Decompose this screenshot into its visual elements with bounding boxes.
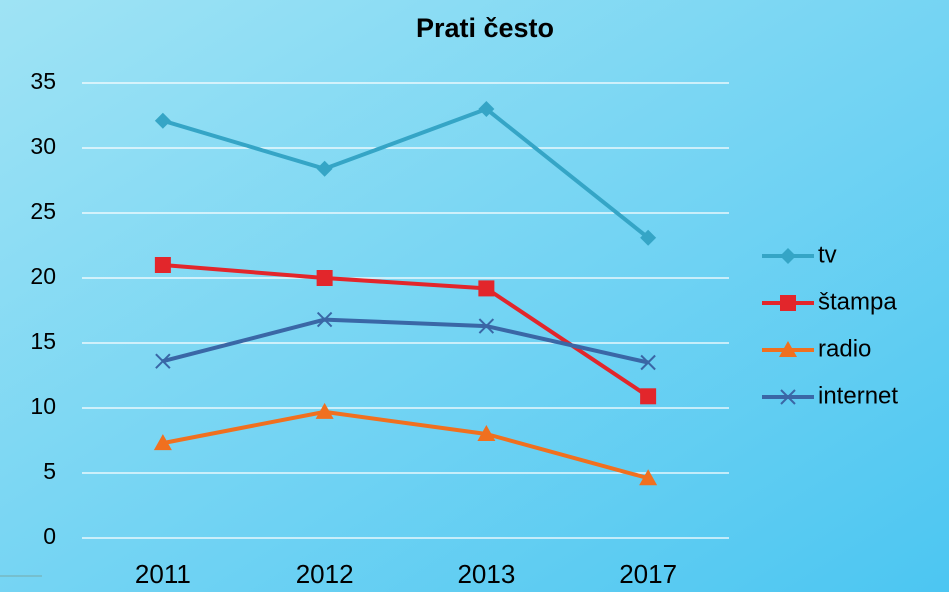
series-line [162,409,649,481]
legend-marker [780,389,796,405]
data-point [640,388,657,405]
legend-marker [779,341,797,357]
data-point [154,257,171,273]
x-tick-label: 2011 [135,559,191,589]
data-point [478,318,495,334]
data-point [639,469,658,486]
legend-label: internet [818,382,898,409]
data-point [316,270,333,286]
series-line [162,317,649,365]
series-line [162,107,650,240]
legend-marker [780,248,796,264]
data-point [640,354,656,371]
data-point [153,434,172,451]
y-tick-label: 0 [43,523,56,549]
chart-title: Prati često [416,13,554,43]
x-tick-label: 2012 [296,559,354,589]
y-tick-label: 30 [30,133,56,159]
data-point [316,311,333,328]
data-point [478,280,495,297]
x-tick-label: 2013 [457,559,515,589]
legend-marker [780,295,796,311]
y-tick-label: 35 [30,68,56,94]
data-point [155,353,171,369]
data-point [315,402,334,419]
y-tick-label: 20 [30,263,56,289]
data-point [316,160,333,177]
legend-label: štampa [818,288,897,315]
y-tick-label: 10 [30,393,56,419]
data-point [640,229,657,246]
y-tick-label: 5 [43,458,56,484]
legend-label: radio [818,335,871,362]
legend-label: tv [818,241,837,268]
x-tick-label: 2017 [619,559,677,589]
data-point [154,112,171,129]
data-point [478,101,495,117]
data-point [477,425,496,441]
y-tick-label: 25 [30,198,56,224]
y-tick-label: 15 [30,328,56,354]
